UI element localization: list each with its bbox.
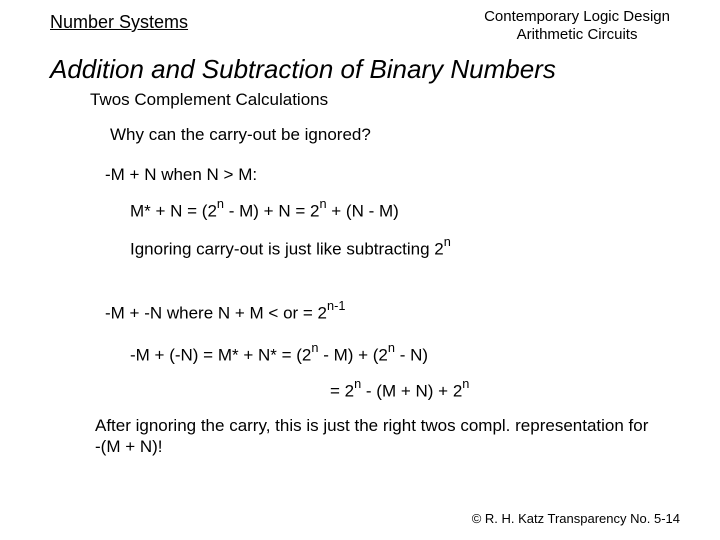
sup-n: n: [462, 376, 469, 391]
question: Why can the carry-out be ignored?: [110, 125, 371, 145]
header-right: Contemporary Logic Design Arithmetic Cir…: [484, 8, 670, 44]
eq3-part-b: - (M + N) + 2: [361, 382, 462, 401]
sup-n: n: [319, 196, 326, 211]
header-right-line2: Arithmetic Circuits: [484, 26, 670, 44]
eq1-part-a: M* + N = (2: [130, 202, 217, 221]
sup-n: n: [217, 196, 224, 211]
sup-n: n: [444, 234, 451, 249]
case2-label: -M + -N where N + M < or = 2n-1: [105, 300, 345, 324]
eq1-part-b: - M) + N = 2: [224, 202, 319, 221]
header-left: Number Systems: [50, 12, 188, 33]
eq2-part-a: -M + (-N) = M* + N* = (2: [130, 346, 311, 365]
header-right-line1: Contemporary Logic Design: [484, 8, 670, 26]
sup-n: n: [388, 340, 395, 355]
case1-label: -M + N when N > M:: [105, 165, 257, 185]
eq2-part-c: - N): [395, 346, 428, 365]
eq2-part-b: - M) + (2: [318, 346, 387, 365]
note1-text: Ignoring carry-out is just like subtract…: [130, 240, 444, 259]
case2-text: -M + -N where N + M < or = 2: [105, 304, 327, 323]
note-1: Ignoring carry-out is just like subtract…: [130, 236, 451, 260]
sup-n: n: [354, 376, 361, 391]
equation-3: = 2n - (M + N) + 2n: [330, 378, 469, 402]
sup-n: n: [311, 340, 318, 355]
eq1-part-c: + (N - M): [327, 202, 399, 221]
subtitle: Twos Complement Calculations: [90, 90, 328, 110]
footer: © R. H. Katz Transparency No. 5-14: [472, 511, 680, 526]
page-title: Addition and Subtraction of Binary Numbe…: [50, 54, 556, 85]
equation-2: -M + (-N) = M* + N* = (2n - M) + (2n - N…: [130, 342, 428, 366]
eq3-part-a: = 2: [330, 382, 354, 401]
sup-n-1: n-1: [327, 298, 345, 313]
note-2: After ignoring the carry, this is just t…: [95, 415, 655, 458]
equation-1: M* + N = (2n - M) + N = 2n + (N - M): [130, 198, 399, 222]
